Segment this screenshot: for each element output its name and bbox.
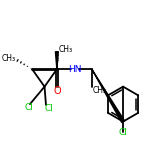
Text: Cl: Cl — [44, 104, 53, 113]
Text: CH₃: CH₃ — [93, 86, 107, 95]
Text: CH₃: CH₃ — [2, 54, 16, 63]
Text: Cl: Cl — [25, 103, 34, 112]
Polygon shape — [56, 52, 58, 69]
Text: HN: HN — [68, 65, 82, 74]
Text: O: O — [53, 86, 61, 96]
Polygon shape — [92, 69, 124, 122]
Text: CH₃: CH₃ — [58, 45, 72, 54]
Text: Cl: Cl — [119, 128, 128, 137]
